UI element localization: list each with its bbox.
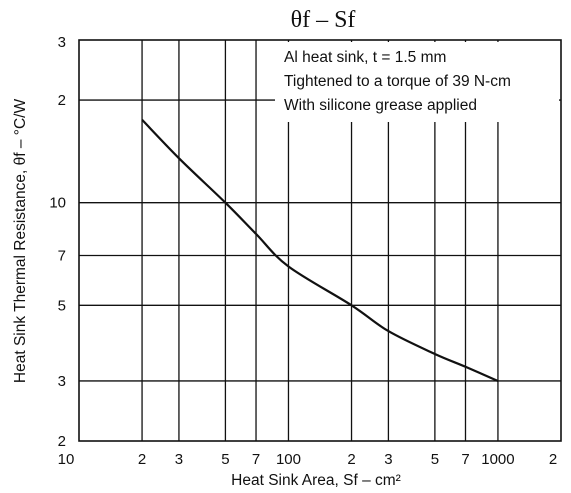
y-tick-label: 3 [58, 373, 66, 390]
x-axis-label: Heat Sink Area, Sf – cm² [231, 472, 401, 489]
plot-frame [78, 39, 562, 442]
y-tick-label: 2 [58, 92, 66, 109]
x-tick-labels: 10 2 3 5 7 100 2 3 5 7 1000 2 [58, 451, 558, 468]
annotation-box [275, 42, 559, 122]
x-tick-label: 5 [431, 451, 439, 468]
y-tick-labels: 3 2 10 7 5 3 2 [49, 34, 66, 450]
chart-title: θf – Sf [291, 7, 356, 33]
series-layer [141, 119, 499, 383]
x-tick-label: 7 [252, 451, 260, 468]
series-line [141, 119, 499, 383]
x-tick-label: 3 [384, 451, 392, 468]
x-tick-label: 7 [461, 451, 469, 468]
x-tick-label: 3 [175, 451, 183, 468]
x-tick-label: 2 [549, 451, 557, 468]
y-tick-label: 7 [58, 247, 66, 264]
x-tick-label: 1000 [481, 451, 514, 468]
x-tick-label: 2 [347, 451, 355, 468]
annotation-line-3: With silicone grease applied [284, 97, 477, 114]
y-tick-label: 5 [58, 297, 66, 314]
annotation-line-2: Tightened to a torque of 39 N-cm [284, 73, 511, 90]
annotation-line-1: Al heat sink, t = 1.5 mm [284, 49, 446, 66]
x-tick-label: 100 [276, 451, 301, 468]
x-tick-label: 2 [138, 451, 146, 468]
y-tick-label: 3 [58, 34, 66, 51]
y-tick-label: 10 [49, 195, 66, 212]
x-tick-label: 10 [58, 451, 75, 468]
y-tick-label: 2 [58, 433, 66, 450]
y-axis-label: Heat Sink Thermal Resistance, θf – °C/W [12, 99, 29, 384]
x-tick-label: 5 [221, 451, 229, 468]
